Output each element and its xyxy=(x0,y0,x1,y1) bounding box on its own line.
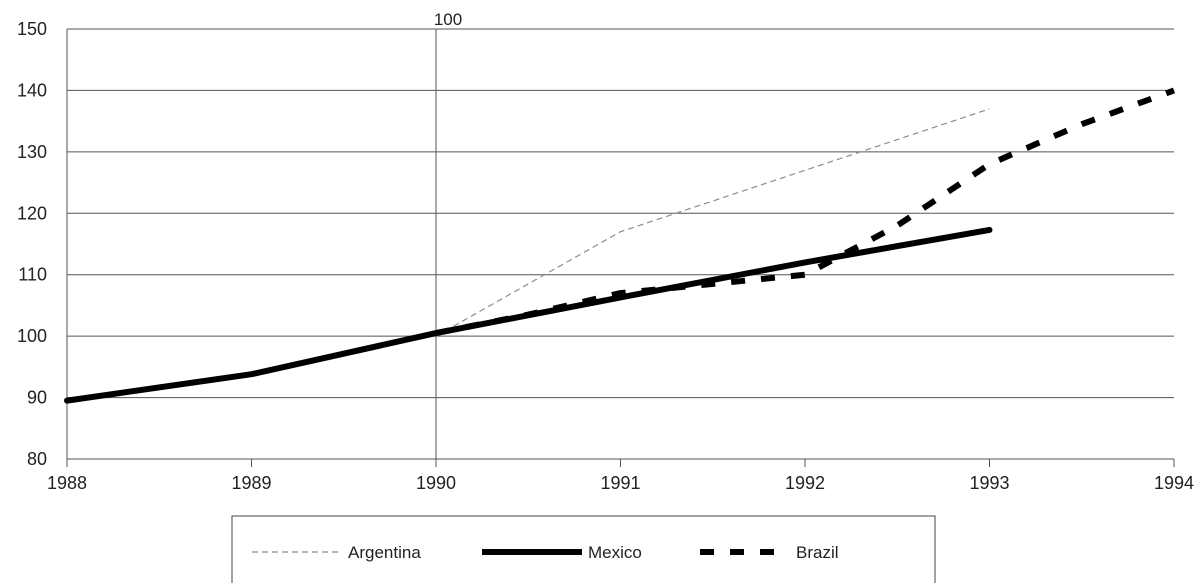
series-line-brazil xyxy=(435,87,1176,337)
axes: 80 90 100 110 120 130 140 150 1988 1989 1990 1991 19… xyxy=(17,10,1194,493)
y-tick-label: 150 xyxy=(17,19,47,39)
y-tick-label: 130 xyxy=(17,142,47,162)
legend-label-brazil: Brazil xyxy=(796,543,839,562)
y-tick-label: 100 xyxy=(17,326,47,346)
y-tick-label: 90 xyxy=(27,388,47,408)
series-line-argentina xyxy=(435,108,990,337)
legend-label-argentina: Argentina xyxy=(348,543,421,562)
x-tick-label: 1989 xyxy=(231,473,271,493)
legend: Argentina Mexico Brazil xyxy=(231,515,936,583)
x-tick-label: 1990 xyxy=(416,473,456,493)
legend-box xyxy=(231,515,936,583)
series-lines xyxy=(64,87,1176,404)
y-tick-label: 80 xyxy=(27,449,47,469)
x-tick-label: 1992 xyxy=(785,473,825,493)
y-tick-label: 110 xyxy=(18,265,47,285)
x-tick-label: 1991 xyxy=(600,473,640,493)
x-tick-label: 1993 xyxy=(969,473,1009,493)
x-tick-label: 1988 xyxy=(47,473,87,493)
legend-label-mexico: Mexico xyxy=(588,543,642,562)
y-tick-label: 120 xyxy=(17,203,47,223)
gridlines xyxy=(67,28,1174,460)
x-tick-label: 1994 xyxy=(1154,473,1194,493)
y-tick-label: 140 xyxy=(17,80,47,100)
reference-label: 100 xyxy=(434,10,462,29)
